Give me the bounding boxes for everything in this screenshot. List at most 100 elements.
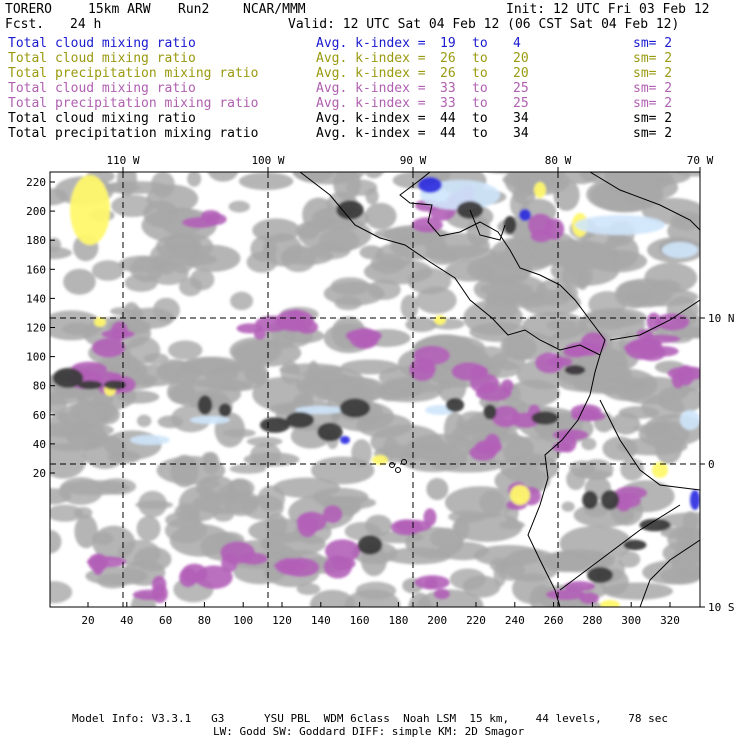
cloud-patch bbox=[351, 439, 372, 467]
coastline bbox=[469, 209, 506, 241]
legend-to-word: to bbox=[472, 51, 488, 66]
legend-kindex-label: Avg. k-index = bbox=[316, 66, 426, 81]
precip-patch bbox=[411, 217, 443, 233]
cloud-core-dark bbox=[218, 403, 232, 417]
cloud-patch bbox=[233, 559, 286, 585]
precip-patch bbox=[324, 539, 361, 563]
legend-kindex-to: 34 bbox=[513, 111, 529, 126]
cloud-patch-yellow bbox=[94, 317, 106, 327]
precip-patch bbox=[238, 552, 268, 565]
y-tick-label: 140 bbox=[26, 292, 46, 305]
cloud-patch bbox=[63, 268, 96, 295]
legend-kindex-to: 34 bbox=[513, 126, 529, 141]
coastline bbox=[589, 172, 700, 231]
y-tick-label: 200 bbox=[26, 205, 46, 218]
init-time: Init: 12 UTC Fri 03 Feb 12 bbox=[506, 2, 710, 17]
cloud-patch bbox=[50, 391, 67, 415]
cloud-patch bbox=[579, 172, 609, 183]
cloud-core-dark bbox=[445, 398, 465, 412]
cloud-patch bbox=[686, 531, 700, 552]
cloud-patch-blue bbox=[662, 242, 698, 258]
cloud-patch bbox=[500, 331, 555, 361]
cloud-patch bbox=[74, 514, 98, 549]
cloud-patch bbox=[58, 477, 103, 505]
cloud-patch bbox=[202, 451, 220, 475]
legend-smoothing: sm= 2 bbox=[633, 51, 673, 66]
cloud-patch-yellow bbox=[534, 182, 546, 198]
legend-kindex-label: Avg. k-index = bbox=[316, 126, 426, 141]
cloud-patch-blue bbox=[190, 416, 230, 424]
precip-patch bbox=[416, 363, 437, 374]
cloud-patch bbox=[363, 172, 385, 179]
cloud-patch bbox=[368, 279, 401, 300]
x-tick-label: 160 bbox=[350, 614, 370, 627]
coastline bbox=[299, 172, 606, 356]
legend-smoothing: sm= 2 bbox=[633, 36, 673, 51]
legend-kindex-label: Avg. k-index = bbox=[316, 51, 426, 66]
lon-label: 80 W bbox=[545, 154, 572, 167]
cloud-patch-yellow bbox=[372, 455, 388, 465]
cloud-patch bbox=[519, 457, 555, 466]
cloud-patch bbox=[573, 469, 613, 480]
cloud-patch bbox=[426, 478, 449, 501]
cloud-patch bbox=[478, 250, 533, 286]
cloud-patch-blue bbox=[680, 410, 700, 430]
cloud-patch-yellow bbox=[652, 462, 668, 478]
cloud-patch bbox=[293, 172, 334, 183]
cloud-core-dark bbox=[103, 380, 127, 390]
cloud-patch bbox=[281, 244, 316, 273]
cloud-patch bbox=[588, 291, 627, 318]
cloud-patch bbox=[382, 437, 399, 460]
legend-kindex-label: Avg. k-index = bbox=[316, 81, 426, 96]
cloud-core-blue bbox=[340, 436, 350, 444]
cloud-patch-blue bbox=[575, 215, 665, 235]
x-tick-label: 320 bbox=[660, 614, 680, 627]
run-label: Run2 bbox=[178, 2, 210, 17]
cloud-patch bbox=[293, 393, 314, 411]
cloud-patch bbox=[672, 172, 700, 177]
legend-to-word: to bbox=[472, 66, 488, 81]
y-tick-label: 80 bbox=[33, 380, 46, 393]
legend-kindex-to: 4 bbox=[513, 36, 521, 51]
cloud-patch bbox=[56, 411, 88, 424]
x-tick-label: 80 bbox=[198, 614, 211, 627]
lon-label: 110 W bbox=[106, 154, 139, 167]
cloud-patch bbox=[280, 361, 301, 385]
precip-patch bbox=[614, 486, 648, 500]
cloud-patch bbox=[576, 269, 589, 291]
cloud-patch bbox=[445, 260, 496, 282]
legend-field-label: Total precipitation mixing ratio bbox=[8, 96, 259, 111]
precip-patch bbox=[110, 321, 129, 341]
cloud-patch bbox=[405, 317, 438, 333]
cloud-core-dark bbox=[339, 398, 371, 418]
cloud-patch bbox=[400, 294, 419, 320]
cloud-patch bbox=[88, 433, 110, 442]
cloud-patch bbox=[602, 436, 638, 461]
precip-patch bbox=[544, 218, 565, 241]
cloud-patch bbox=[246, 436, 283, 447]
legend-kindex-label: Avg. k-index = bbox=[316, 111, 426, 126]
x-tick-label: 200 bbox=[427, 614, 447, 627]
x-tick-label: 140 bbox=[311, 614, 331, 627]
cloud-patch bbox=[178, 357, 239, 388]
cloud-patch bbox=[553, 179, 580, 211]
cloud-patch bbox=[561, 501, 575, 512]
precip-patch bbox=[424, 577, 438, 590]
cloud-patch-yellow bbox=[434, 315, 446, 325]
x-tick-label: 60 bbox=[159, 614, 172, 627]
cloud-patch bbox=[473, 544, 544, 567]
physics-info: LW: Godd SW: Goddard DIFF: simple KM: 2D… bbox=[213, 725, 525, 738]
cloud-patch bbox=[429, 527, 463, 549]
valid-time: Valid: 12 UTC Sat 04 Feb 12 (06 CST Sat … bbox=[288, 17, 680, 32]
coastline-layer bbox=[299, 172, 700, 607]
legend-to-word: to bbox=[472, 111, 488, 126]
center-label: NCAR/MMM bbox=[243, 2, 306, 17]
precip-patch bbox=[253, 328, 267, 340]
cloud-patch bbox=[632, 424, 673, 433]
cloud-patch-yellow bbox=[70, 175, 110, 245]
cloud-patch bbox=[308, 242, 351, 260]
cloud-patch bbox=[50, 237, 62, 252]
cloud-patch bbox=[228, 200, 250, 213]
cloud-patch bbox=[111, 194, 155, 218]
cloud-patch bbox=[91, 260, 125, 281]
